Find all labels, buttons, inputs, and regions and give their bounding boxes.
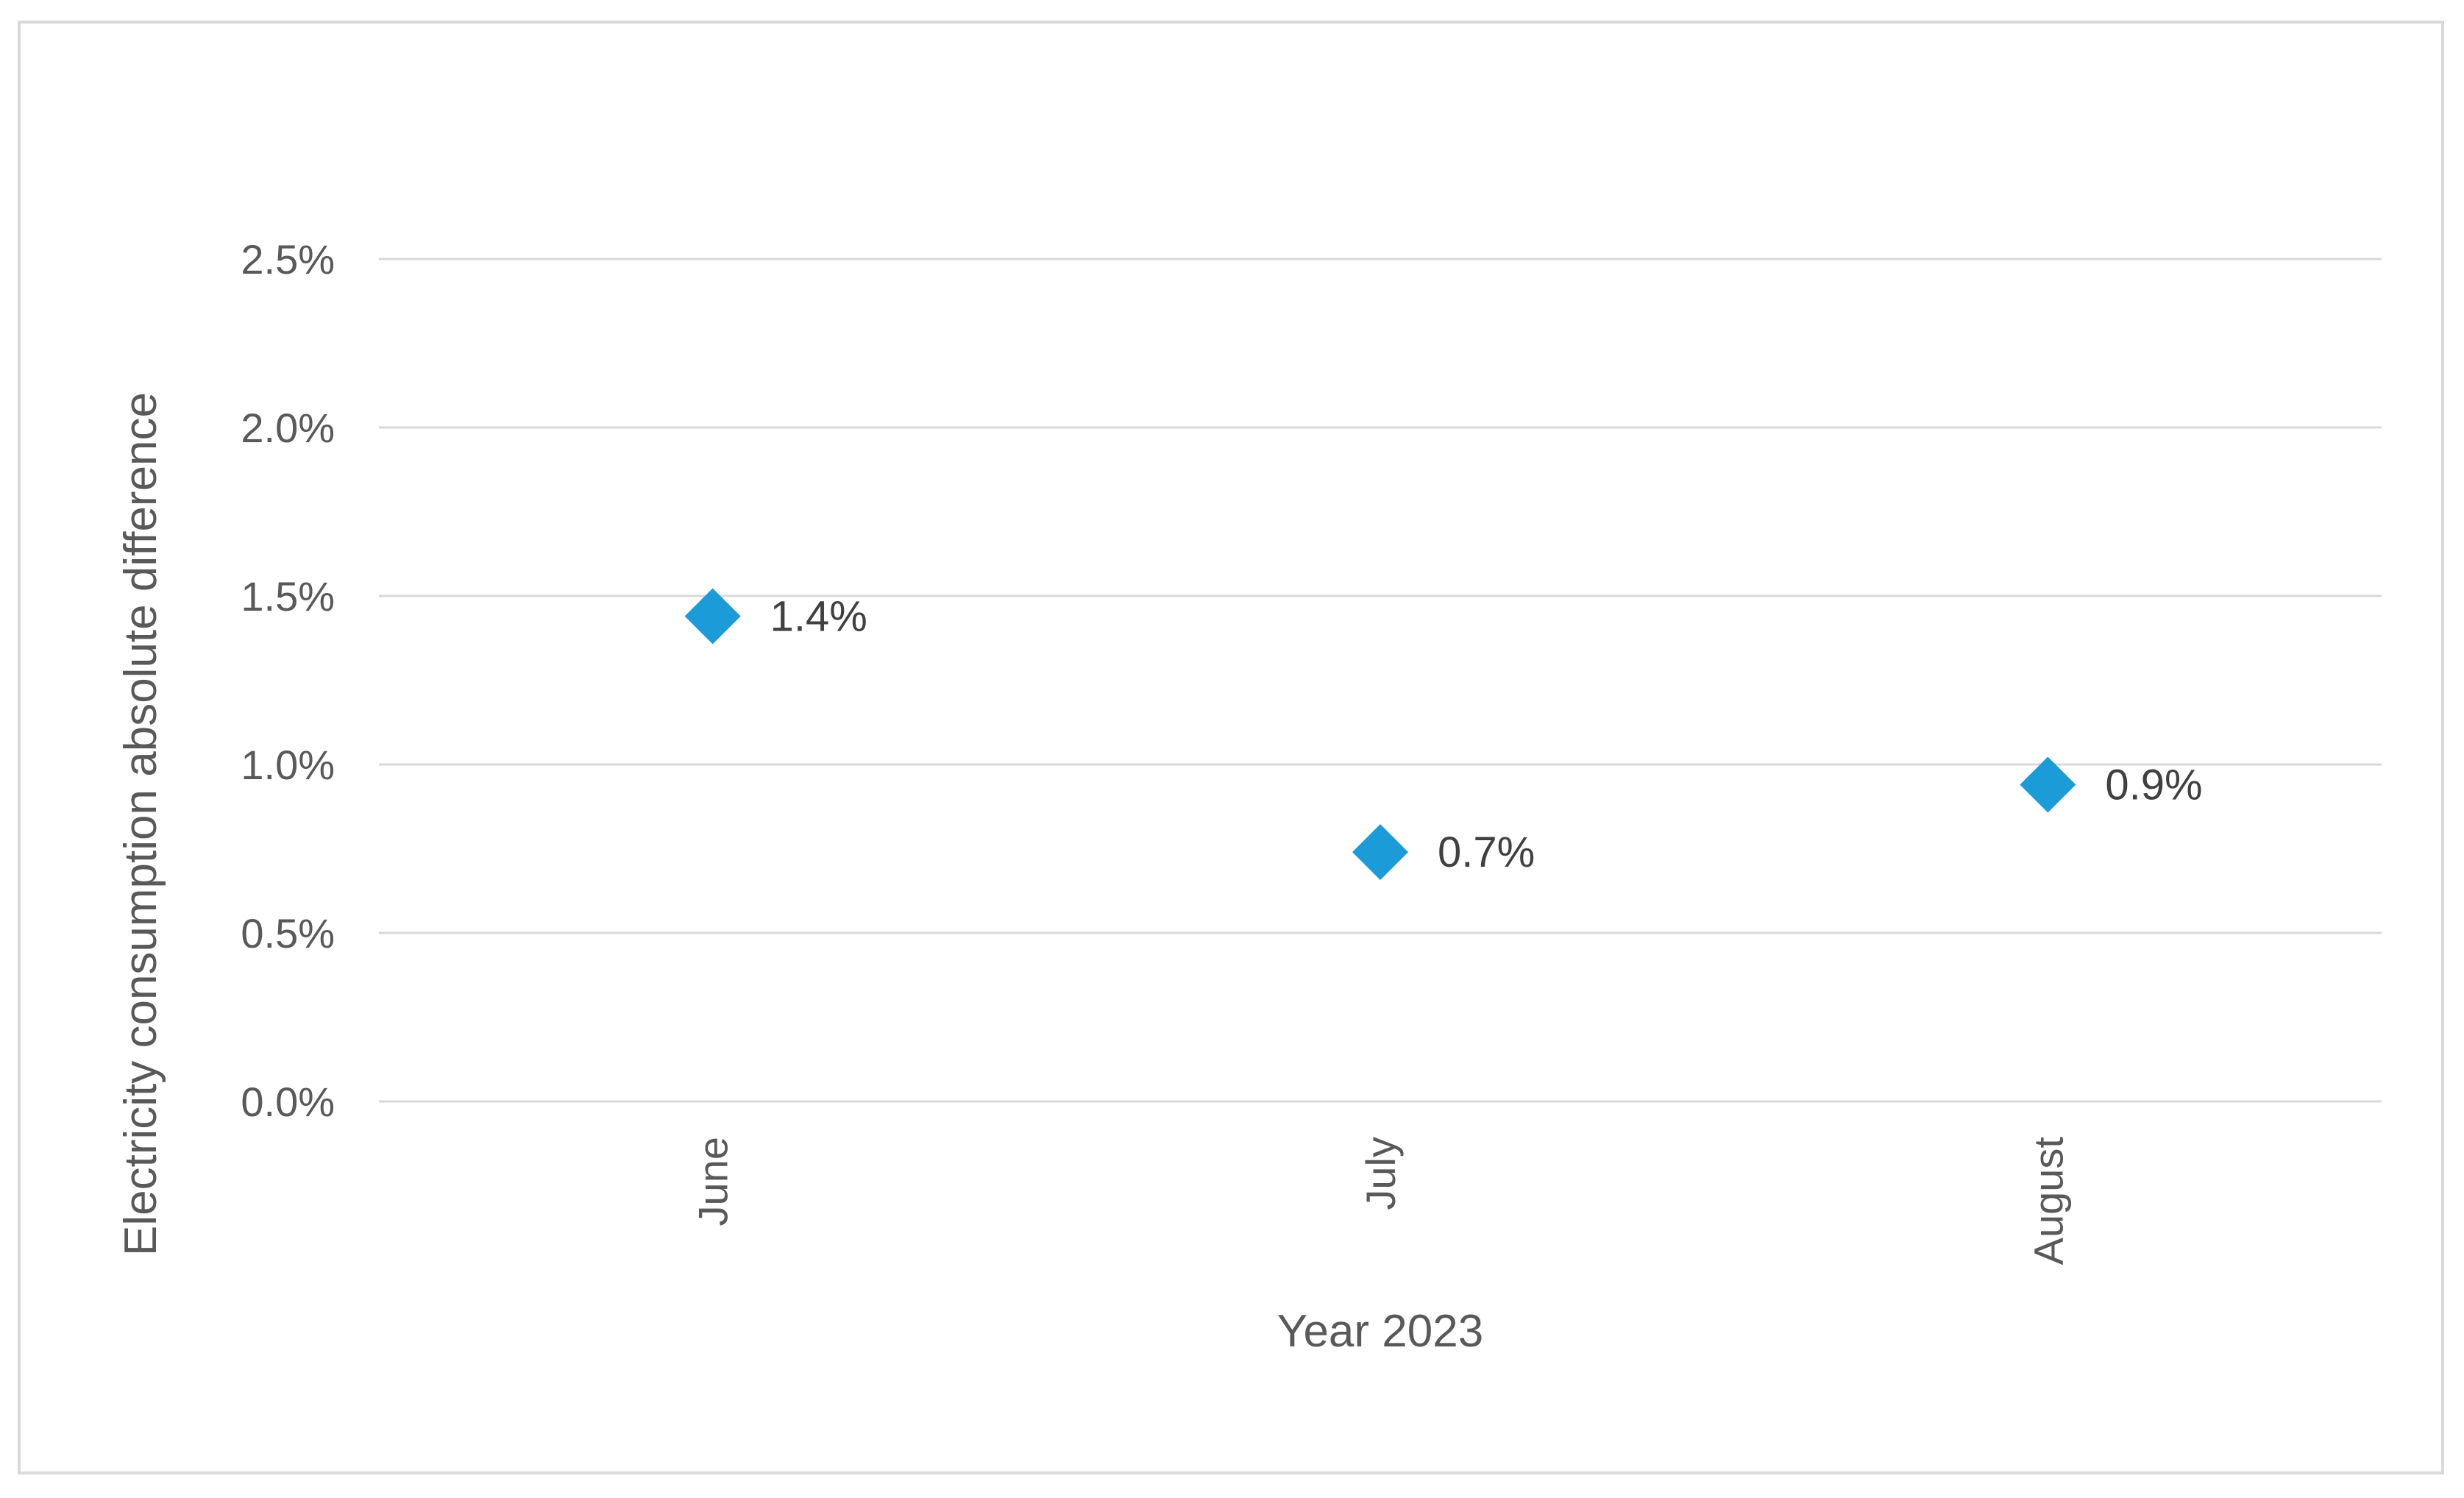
data-label: 0.7% [1438,828,1535,876]
data-label: 0.9% [2105,761,2202,809]
x-tick-label: August [2025,1137,2071,1266]
data-points [684,588,2076,881]
data-point-diamond [2020,756,2076,813]
y-tick-label: 1.5% [241,573,335,620]
x-tick-label: July [1357,1137,1404,1210]
data-point-diamond [684,588,741,645]
data-point-diamond [1352,824,1408,881]
x-tick-label: June [690,1137,736,1226]
y-axis-title: Electricity consumption absolute differe… [116,392,166,1256]
x-axis-title: Year 2023 [1277,1306,1483,1357]
y-tick-label: 1.0% [241,742,335,788]
chart-frame [18,21,2444,1474]
gridlines [379,258,2382,1103]
x-tick-labels: June July August [690,1137,2072,1266]
y-tick-label: 0.5% [241,910,335,956]
data-label: 1.4% [770,592,867,640]
y-tick-label: 2.0% [241,405,335,451]
y-tick-label: 0.0% [241,1079,335,1125]
y-tick-label: 2.5% [241,236,335,283]
y-tick-labels: 0.0% 0.5% 1.0% 1.5% 2.0% 2.5% [241,236,335,1125]
data-labels: 1.4% 0.7% 0.9% [770,592,2203,876]
